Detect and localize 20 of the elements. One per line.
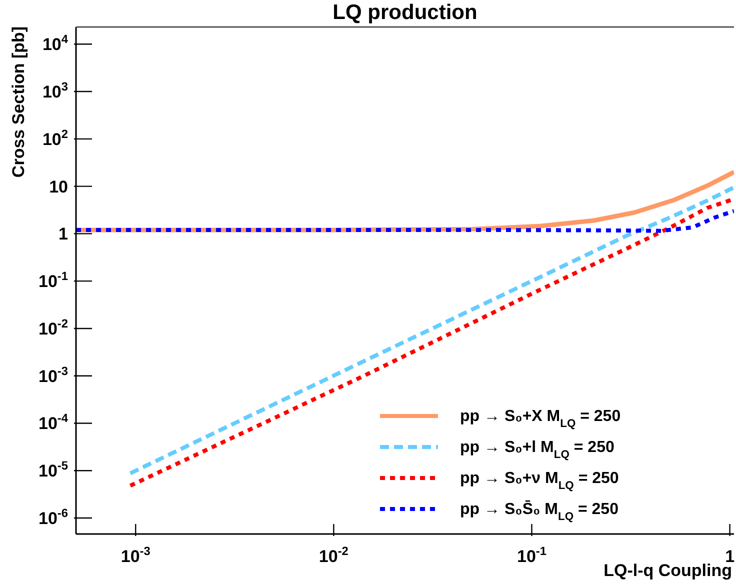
legend-label: pp → S₀+ν M$_{LQ}$ = 250 bbox=[460, 470, 619, 492]
y-tick-label: 10$^{-5}$ bbox=[38, 458, 68, 481]
y-tick-label: 10$^{2}$ bbox=[42, 126, 68, 149]
y-axis-title: Cross Section [pb] bbox=[9, 26, 28, 178]
y-tick-label: 10$^{-3}$ bbox=[38, 364, 68, 386]
legend-label: pp → S₀+X M$_{LQ}$ = 250 bbox=[460, 408, 621, 430]
y-tick-label: 10$^{3}$ bbox=[42, 80, 68, 102]
x-tick-label: 10$^{-2}$ bbox=[318, 544, 349, 566]
y-tick-label: 1 bbox=[58, 224, 68, 244]
legend-label: pp → S₀S̄₀ M$_{LQ}$ = 250 bbox=[460, 500, 619, 522]
y-tick-label: 10 bbox=[49, 177, 68, 196]
x-tick-label: 10$^{-3}$ bbox=[120, 544, 151, 566]
y-tick-label: 10$^{-6}$ bbox=[38, 506, 68, 528]
y-tick-label: 10$^{-1}$ bbox=[38, 269, 68, 292]
y-tick-label: 10$^{4}$ bbox=[42, 32, 68, 54]
chart-title: LQ production bbox=[332, 1, 478, 24]
y-tick-label: 10$^{-4}$ bbox=[38, 411, 68, 434]
y-tick-label: 10$^{-2}$ bbox=[38, 316, 68, 338]
x-tick-label: 10$^{-1}$ bbox=[516, 544, 547, 566]
legend-label: pp → S₀+l M$_{LQ}$ = 250 bbox=[460, 438, 614, 460]
